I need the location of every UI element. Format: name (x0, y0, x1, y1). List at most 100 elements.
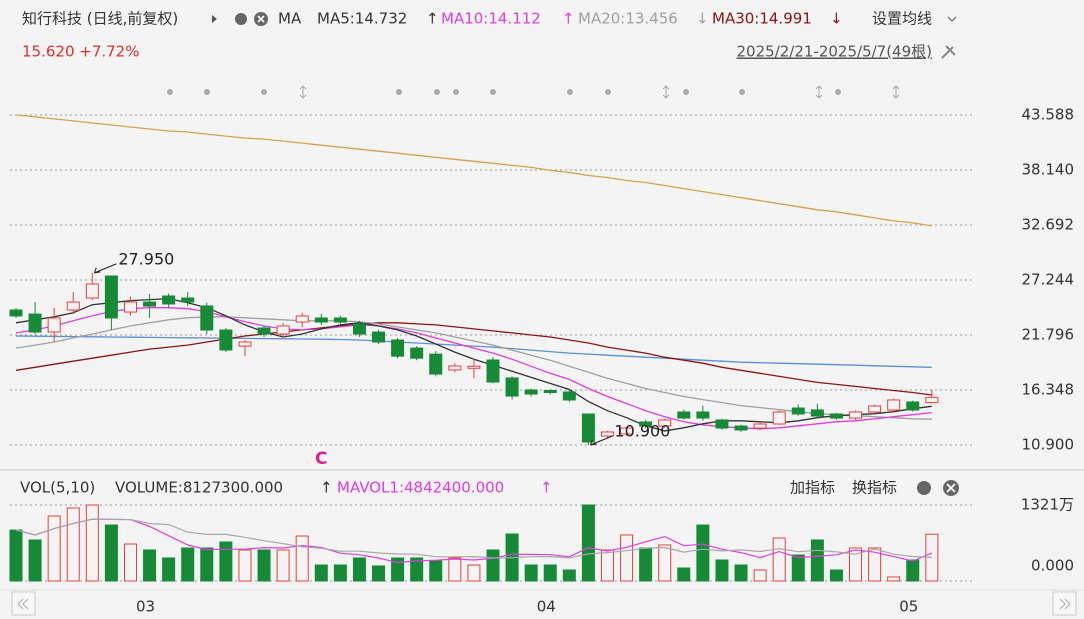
volume-bar (162, 557, 176, 582)
candle-body (295, 315, 309, 323)
candle-body (849, 411, 863, 419)
close-cross (946, 483, 956, 493)
volume-bar (238, 549, 252, 582)
volume-bar (314, 564, 328, 582)
candle-body (868, 405, 882, 413)
scroll-right-icon (1059, 598, 1071, 610)
volume-legend: VOLUME:8127300.000 (115, 479, 283, 497)
x-tick-label: 04 (537, 598, 556, 616)
gear-icon[interactable] (917, 481, 931, 495)
mavol-line (15, 518, 933, 564)
annotation-arrow (589, 435, 613, 446)
y-tick-label: 21.796 (1022, 326, 1075, 344)
volume-bar (333, 564, 347, 582)
volume-bar (677, 567, 691, 582)
volume-title: VOL(5,10) (20, 479, 95, 497)
volume-bar (810, 539, 824, 582)
volume-bar (715, 559, 729, 582)
y-tick-label: 0.000 (1031, 557, 1074, 575)
volume-bar (410, 557, 424, 582)
ma-trend-arrow: ↓ (830, 10, 843, 28)
volume-bar (581, 504, 595, 582)
candle-body (696, 411, 710, 419)
candle-body (391, 339, 405, 357)
volume-bar (391, 557, 405, 582)
volume-bar (524, 564, 538, 582)
ma-line (15, 335, 932, 368)
candle-body (810, 409, 824, 417)
volume-bar (66, 507, 80, 582)
volume-bar (791, 554, 805, 582)
ma-trend-arrow: ↑ (426, 10, 439, 28)
y-tick-label: 16.348 (1022, 381, 1075, 399)
ma-line (15, 322, 932, 396)
candle-body (486, 359, 500, 383)
gear-icon[interactable] (235, 13, 247, 25)
close-cross (257, 15, 265, 23)
stock-title: 知行科技 (日线,前复权) (22, 10, 178, 28)
volume-bar (486, 549, 500, 582)
volume-bar (600, 549, 614, 582)
candle-body (906, 401, 920, 411)
x-tick-label: 05 (899, 598, 918, 616)
candle-body (47, 317, 61, 333)
volume-bar (257, 549, 271, 582)
dropdown-icon[interactable] (947, 16, 957, 22)
candle-body (85, 283, 99, 299)
candle-body (925, 396, 939, 404)
volume-bar (143, 549, 157, 582)
volume-bar (123, 543, 137, 582)
volume-bar (276, 549, 290, 582)
event-icons (167, 85, 900, 99)
annotation-arrow (93, 263, 117, 274)
volume-bar (9, 529, 23, 582)
candle-body (448, 365, 462, 371)
volume-bar (219, 541, 233, 582)
annotation-label: 10.900 (614, 422, 670, 441)
y-tick-label: 10.900 (1022, 436, 1075, 454)
candle-body (620, 427, 634, 435)
candle-body (829, 413, 843, 419)
volume-bar (868, 547, 882, 582)
ma-label: MA (278, 10, 302, 28)
annotation-label: 27.950 (118, 249, 174, 268)
candle-body (562, 391, 576, 401)
volume-trend-arrow: ↑ (320, 479, 333, 497)
candle-body (257, 327, 271, 335)
volume-bar (543, 564, 557, 582)
signal-marker: C (315, 449, 327, 469)
y-tick-label: 27.244 (1022, 271, 1075, 289)
volume-bar (849, 547, 863, 582)
volume-legend: MAVOL1:4842400.000 (337, 479, 504, 497)
y-tick-label: 1321万 (1021, 496, 1074, 514)
candle-body (658, 419, 672, 427)
candle-body (429, 353, 443, 375)
y-tick-label: 32.692 (1022, 215, 1075, 233)
candle-body (677, 411, 691, 419)
candle-body (200, 305, 214, 331)
candle-body (410, 347, 424, 359)
volume-bar (467, 564, 481, 582)
candle-body (524, 389, 538, 395)
quote: 15.620 +7.72% (22, 43, 139, 61)
switch-indicator[interactable]: 换指标 (852, 479, 897, 497)
volume-bar (639, 547, 653, 582)
y-tick-label: 38.140 (1022, 160, 1075, 178)
ma-line (15, 114, 932, 227)
candle-body (734, 425, 748, 431)
candle-body (333, 317, 347, 323)
volume-bar (658, 544, 672, 582)
y-tick-label: 43.588 (1022, 105, 1075, 123)
ma-settings[interactable]: 设置均线 (872, 10, 932, 28)
volume-bar (753, 569, 767, 582)
candle-body (9, 309, 23, 317)
volume-bar (104, 524, 118, 582)
add-indicator[interactable]: 加指标 (790, 479, 835, 497)
ma-legend: MA10:14.112 (441, 10, 541, 28)
candle-body (372, 331, 386, 343)
expand-icon[interactable] (212, 15, 217, 23)
candle-body (772, 411, 786, 425)
pin-icon[interactable] (941, 45, 956, 59)
